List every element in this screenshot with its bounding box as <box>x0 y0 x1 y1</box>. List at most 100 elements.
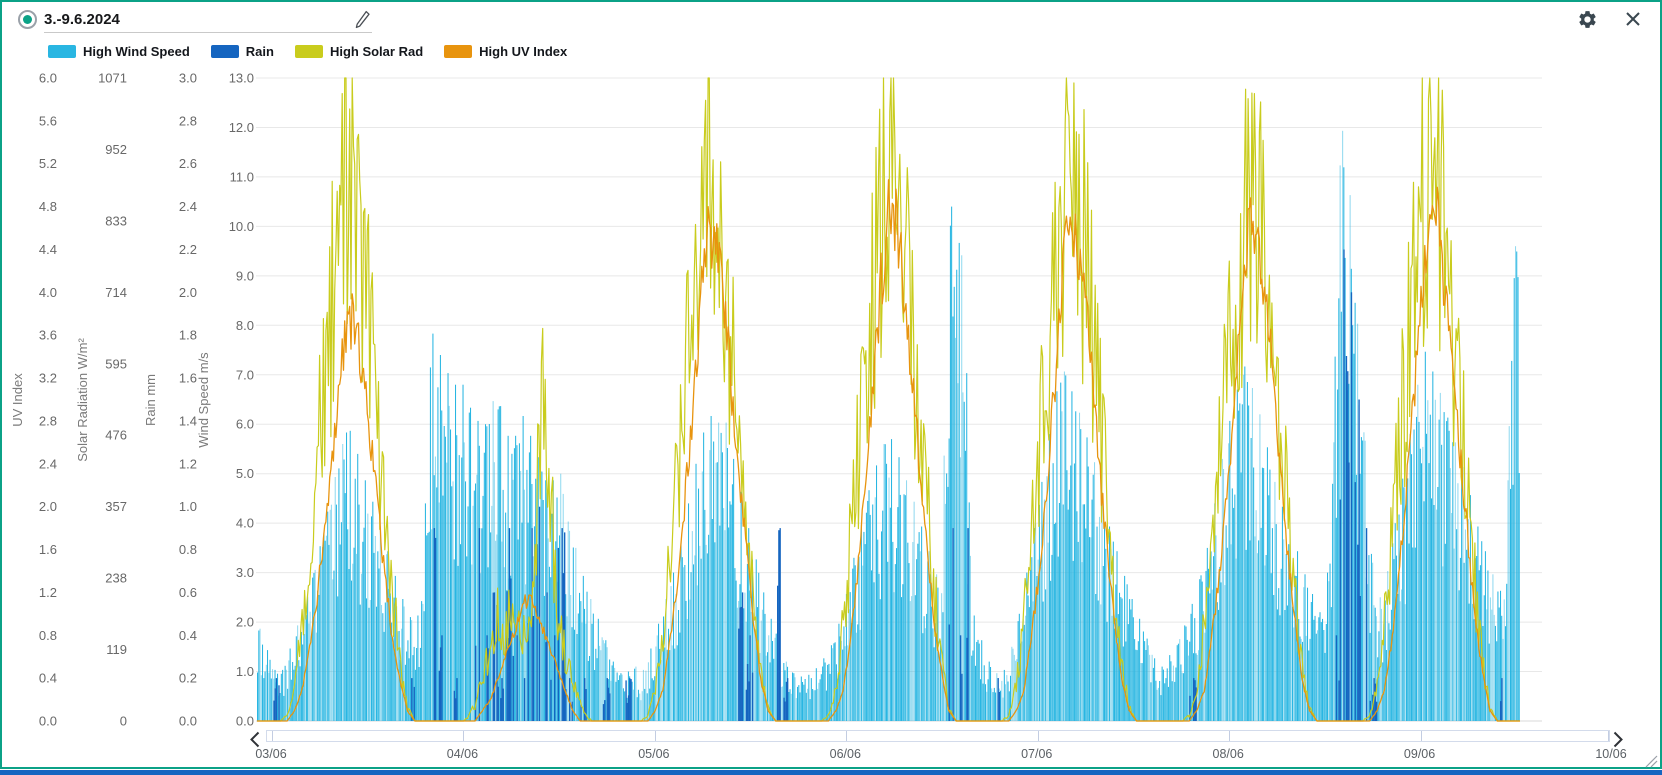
svg-text:1.8: 1.8 <box>179 328 197 343</box>
uv-line <box>257 179 1520 722</box>
svg-text:Wind Speed m/s: Wind Speed m/s <box>196 352 211 448</box>
uv-axis-ticks: 6.0 5.6 5.2 4.8 4.4 4.0 3.6 3.2 2.8 2.4 2.0 1.6 1.2 0… <box>39 71 57 729</box>
svg-text:4.0: 4.0 <box>236 516 254 531</box>
svg-text:5.6: 5.6 <box>39 113 57 128</box>
gear-icon <box>1579 11 1596 28</box>
scrollbar-day-tick <box>1229 731 1231 741</box>
scrollbar-day-tick <box>463 731 465 741</box>
wind-bars <box>257 130 1520 722</box>
svg-text:1.4: 1.4 <box>179 413 197 428</box>
scrollbar-track[interactable] <box>266 730 1610 742</box>
legend-label: High Solar Rad <box>329 44 424 59</box>
svg-text:0.4: 0.4 <box>179 628 197 643</box>
svg-text:4.0: 4.0 <box>39 285 57 300</box>
high-wind-speed-swatch <box>48 45 76 58</box>
close-icon <box>1626 12 1640 26</box>
svg-text:2.0: 2.0 <box>236 615 254 630</box>
svg-text:5.2: 5.2 <box>39 156 57 171</box>
svg-text:13.0: 13.0 <box>229 71 254 86</box>
svg-text:Rain mm: Rain mm <box>143 374 158 426</box>
svg-text:0.0: 0.0 <box>236 714 254 729</box>
svg-text:2.4: 2.4 <box>179 199 197 214</box>
svg-text:0.4: 0.4 <box>39 671 57 686</box>
svg-text:2.8: 2.8 <box>179 113 197 128</box>
svg-text:1.0: 1.0 <box>236 664 254 679</box>
high-solar-rad-swatch <box>294 45 323 58</box>
uv-axis-title: UV Index <box>10 373 25 427</box>
svg-text:595: 595 <box>105 356 127 371</box>
x-axis-date-label: 05/06 <box>638 747 670 761</box>
svg-text:3.0: 3.0 <box>236 565 254 580</box>
wind-axis-ticks: 13.0 12.0 11.0 10.0 9.0 8.0 7.0 6.0 5.0 4.0 3.0 2.0… <box>229 71 254 729</box>
x-axis-date-label: 09/06 <box>1403 747 1436 761</box>
legend-item-high-uv-index[interactable]: High UV Index <box>444 44 567 59</box>
svg-text:714: 714 <box>105 285 127 300</box>
svg-text:833: 833 <box>105 213 127 228</box>
scroll-right-button[interactable] <box>1612 731 1624 748</box>
solar-axis-title: Solar Radiation W/m² <box>75 338 90 462</box>
svg-text:1.2: 1.2 <box>179 456 197 471</box>
svg-text:1071: 1071 <box>98 71 127 86</box>
svg-text:Solar Radiation W/m²: Solar Radiation W/m² <box>75 338 90 462</box>
rain-axis-ticks: 3.0 2.8 2.6 2.4 2.2 2.0 1.8 1.6 1.4 1.2 1.0 0.8 0.6 0… <box>179 71 197 729</box>
svg-text:1.0: 1.0 <box>179 499 197 514</box>
bottom-accent-bar <box>0 770 1662 775</box>
svg-text:9.0: 9.0 <box>236 268 254 283</box>
legend: High Wind Speed Rain High Solar Rad High UV… <box>48 44 567 59</box>
edit-button[interactable] <box>355 10 371 29</box>
radio-button[interactable] <box>18 10 37 29</box>
wind-axis-title: Wind Speed m/s <box>196 352 211 448</box>
svg-text:8.0: 8.0 <box>236 318 254 333</box>
close-button[interactable] <box>1625 11 1641 27</box>
svg-text:0: 0 <box>120 714 127 729</box>
scrollbar-day-tick <box>1420 731 1422 741</box>
legend-item-high-wind-speed[interactable]: High Wind Speed <box>48 44 190 59</box>
svg-text:6.0: 6.0 <box>236 417 254 432</box>
chevron-left-icon <box>250 731 260 748</box>
legend-label: Rain <box>245 44 274 59</box>
svg-text:238: 238 <box>105 571 127 586</box>
x-axis-date-label: 06/06 <box>829 747 861 761</box>
radio-icon <box>23 15 32 24</box>
scrollbar-day-tick <box>654 731 656 741</box>
svg-text:2.2: 2.2 <box>179 242 197 257</box>
svg-text:2.8: 2.8 <box>39 413 57 428</box>
svg-text:1.2: 1.2 <box>39 585 57 600</box>
scroll-left-button[interactable] <box>249 731 261 748</box>
svg-text:3.6: 3.6 <box>39 328 57 343</box>
svg-text:3.0: 3.0 <box>179 71 197 86</box>
legend-label: High Wind Speed <box>83 44 190 59</box>
svg-text:2.4: 2.4 <box>39 456 57 471</box>
scrollbar-day-tick <box>1608 731 1609 741</box>
resize-handle-icon <box>1645 755 1658 768</box>
svg-text:357: 357 <box>105 499 127 514</box>
x-axis-date-label: 10/06 <box>1595 747 1627 761</box>
settings-button[interactable] <box>1577 9 1598 30</box>
svg-text:119: 119 <box>106 642 127 657</box>
x-axis-date-label: 07/06 <box>1021 747 1053 761</box>
legend-label: High UV Index <box>479 44 568 59</box>
x-axis-date-label: 04/06 <box>446 747 479 761</box>
svg-text:0.0: 0.0 <box>39 714 57 729</box>
high-uv-index-swatch <box>444 45 473 58</box>
rain-axis-title: Rain mm <box>143 374 158 426</box>
svg-text:11.0: 11.0 <box>230 169 254 184</box>
svg-text:476: 476 <box>105 428 127 443</box>
legend-item-high-solar-rad[interactable]: High Solar Rad <box>294 44 424 59</box>
svg-text:1.6: 1.6 <box>179 371 197 386</box>
legend-item-rain[interactable]: Rain <box>210 44 274 59</box>
svg-text:12.0: 12.0 <box>229 120 254 135</box>
rain-swatch <box>210 45 239 58</box>
x-axis-date-label: 03/06 <box>255 747 287 761</box>
svg-text:3.2: 3.2 <box>39 371 57 386</box>
svg-text:6.0: 6.0 <box>39 71 57 86</box>
svg-text:4.4: 4.4 <box>39 242 57 257</box>
date-range-input[interactable] <box>44 6 372 33</box>
svg-text:2.6: 2.6 <box>179 156 197 171</box>
resize-handle[interactable] <box>1645 755 1658 768</box>
solar-line <box>257 77 1520 722</box>
svg-text:0.6: 0.6 <box>179 585 197 600</box>
svg-text:0.8: 0.8 <box>179 542 197 557</box>
